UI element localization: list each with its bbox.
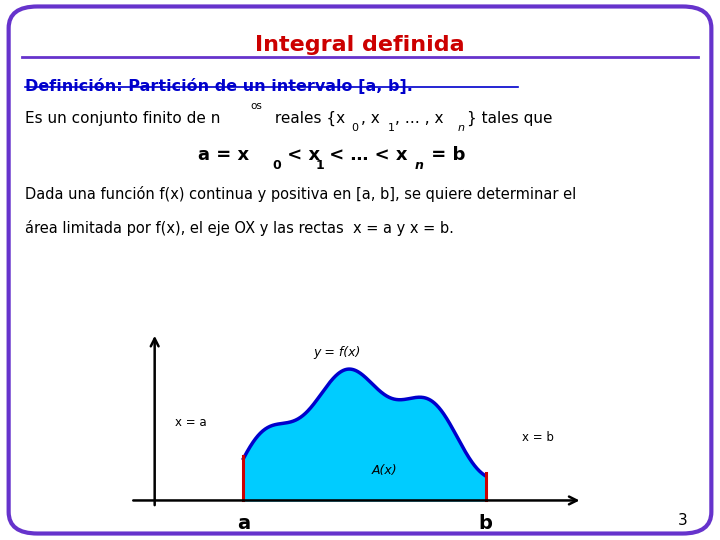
Text: = b: = b [425, 146, 465, 164]
Text: , … , x: , … , x [395, 111, 443, 126]
Text: b: b [479, 514, 492, 533]
Text: n: n [458, 123, 465, 133]
Text: área limitada por f(x), el eje OX y las rectas  x = a y x = b.: área limitada por f(x), el eje OX y las … [25, 220, 454, 236]
Text: A(x): A(x) [372, 464, 397, 477]
Text: 3: 3 [678, 513, 688, 528]
Text: a: a [237, 514, 250, 533]
Text: , x: , x [361, 111, 380, 126]
Text: < … < x: < … < x [323, 146, 407, 164]
Text: os: os [251, 101, 262, 111]
Text: } tales que: } tales que [467, 111, 552, 126]
Text: Definición: Partición de un intervalo [a, b].: Definición: Partición de un intervalo [a… [25, 78, 413, 94]
Text: Dada una función f(x) continua y positiva en [a, b], se quiere determinar el: Dada una función f(x) continua y positiv… [25, 186, 577, 202]
Text: x = b: x = b [522, 431, 554, 444]
Text: 0: 0 [272, 159, 281, 172]
Text: 0: 0 [351, 123, 359, 133]
Text: n: n [415, 159, 423, 172]
Text: x = a: x = a [175, 416, 207, 429]
Text: y = f(x): y = f(x) [313, 346, 361, 359]
Text: 1: 1 [315, 159, 324, 172]
Text: Es un conjunto finito de n: Es un conjunto finito de n [25, 111, 220, 126]
Text: < x: < x [281, 146, 320, 164]
Text: 1: 1 [387, 123, 395, 133]
Text: Integral definida: Integral definida [255, 35, 465, 55]
Text: a = x: a = x [198, 146, 249, 164]
Text: reales {x: reales {x [270, 111, 345, 126]
